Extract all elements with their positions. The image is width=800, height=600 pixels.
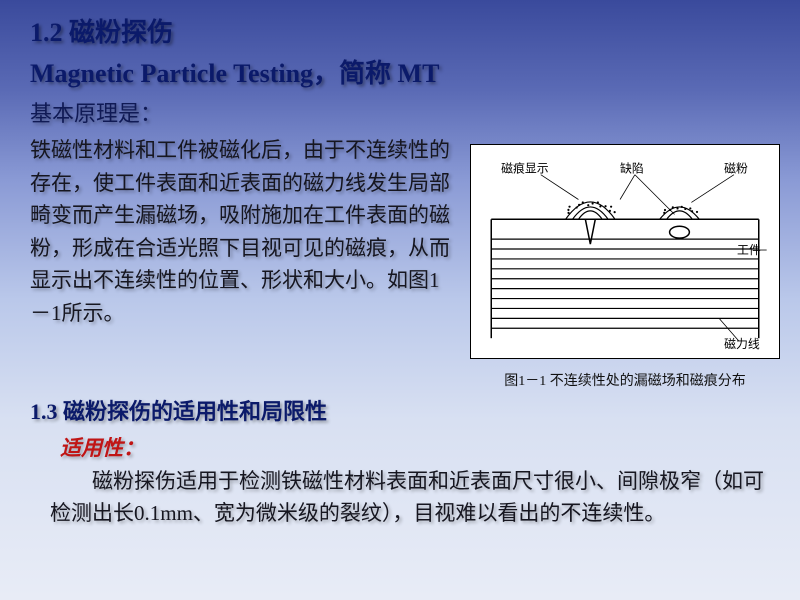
section-heading-1-2: 1.2 磁粉探伤: [30, 12, 780, 49]
svg-text:磁力线: 磁力线: [724, 337, 760, 351]
principle-label: 基本原理是：: [30, 96, 780, 128]
figure-column: 磁痕显示 缺陷 磁粉工件磁力线 图1－1 不连续性处的漏磁场和磁痕分布: [470, 134, 780, 390]
section-heading-1-3: 1.3 磁粉探伤的适用性和局限性: [30, 394, 780, 426]
svg-text:磁痕显示: 磁痕显示: [501, 162, 549, 176]
figure-1-1: 磁痕显示 缺陷 磁粉工件磁力线: [470, 144, 780, 359]
content-row: 铁磁性材料和工件被磁化后，由于不连续性的存在，使工件表面和近表面的磁力线发生局部…: [30, 134, 780, 390]
svg-text:工件: 工件: [737, 243, 761, 257]
applicability-body: 磁粉探伤适用于检测铁磁性材料表面和近表面尺寸很小、间隙极窄（如可检测出长0.1m…: [30, 466, 780, 529]
applicability-label: 适用性：: [60, 432, 780, 462]
slide: 1.2 磁粉探伤 Magnetic Particle Testing，简称 MT…: [0, 0, 800, 600]
svg-text:磁粉: 磁粉: [724, 162, 748, 176]
figure-caption: 图1－1 不连续性处的漏磁场和磁痕分布: [470, 370, 780, 390]
principle-body: 铁磁性材料和工件被磁化后，由于不连续性的存在，使工件表面和近表面的磁力线发生局部…: [30, 134, 460, 390]
svg-text:缺陷: 缺陷: [620, 162, 644, 176]
english-title: Magnetic Particle Testing，简称 MT: [30, 53, 780, 90]
